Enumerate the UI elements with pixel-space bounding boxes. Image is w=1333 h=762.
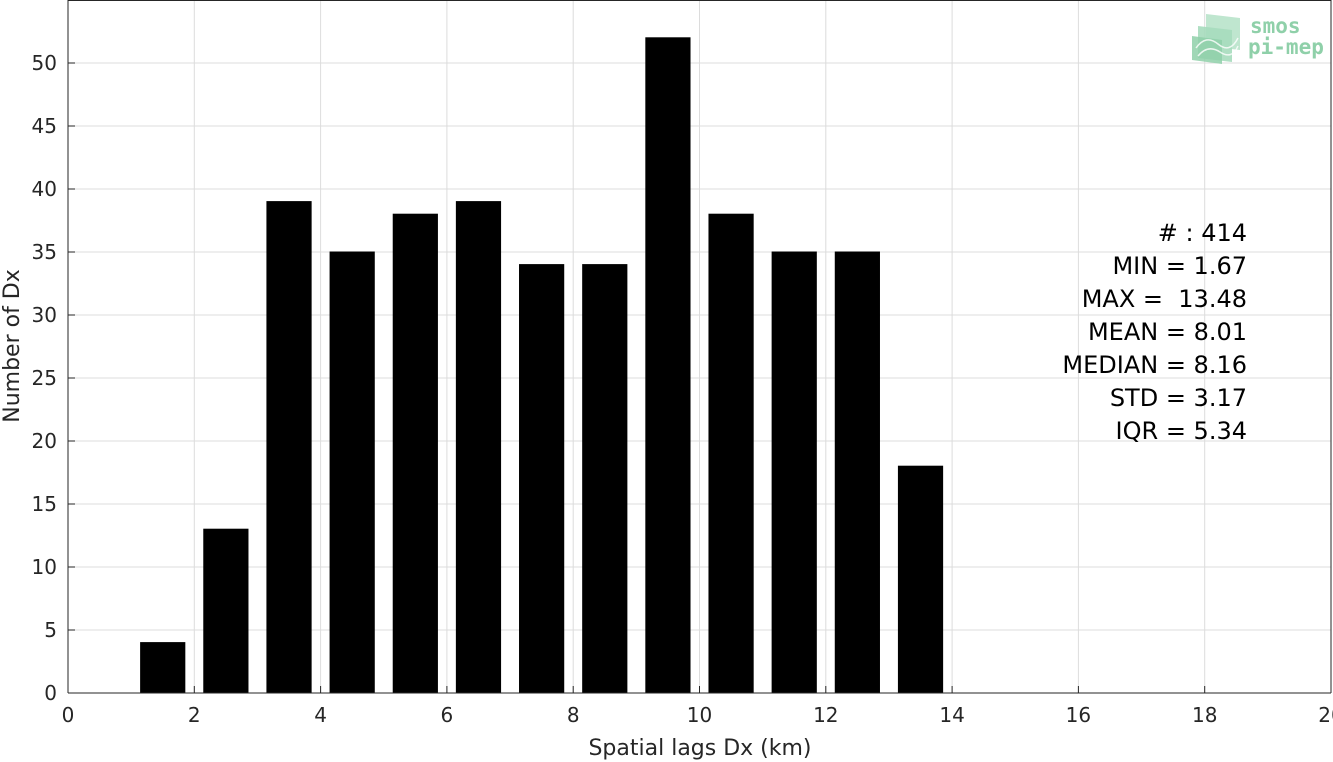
stat-line: IQR = 5.34 <box>1116 417 1247 445</box>
stat-line: MIN = 1.67 <box>1112 252 1247 280</box>
x-tick-label: 6 <box>441 703 454 727</box>
histogram-bar <box>519 264 565 694</box>
histogram-bar <box>329 251 375 694</box>
x-tick-label: 4 <box>314 703 327 727</box>
logo-mark-icon <box>1192 14 1240 64</box>
y-tick-label: 0 <box>44 681 57 705</box>
stat-line: # : 414 <box>1158 219 1247 247</box>
x-axis-title: Spatial lags Dx (km) <box>588 736 811 761</box>
stat-line: MEDIAN = 8.16 <box>1062 351 1247 379</box>
histogram-bar <box>897 465 944 694</box>
x-tick-label: 0 <box>62 703 75 727</box>
y-tick-label: 35 <box>32 240 57 264</box>
stat-line: MEAN = 8.01 <box>1088 318 1247 346</box>
x-ticks: 0 2 4 6 8 10 12 14 16 18 20 <box>62 686 1333 727</box>
grid-lines <box>68 0 1331 693</box>
y-tick-label: 50 <box>32 51 57 75</box>
x-tick-label: 8 <box>567 703 580 727</box>
histogram-bar <box>708 213 754 694</box>
stat-line: STD = 3.17 <box>1110 384 1247 412</box>
histogram-bar <box>392 213 438 694</box>
y-tick-label: 45 <box>32 114 57 138</box>
histogram-bar <box>582 264 628 694</box>
x-tick-label: 12 <box>813 703 838 727</box>
bars <box>140 37 944 694</box>
y-ticks: 0 5 10 15 20 25 30 35 40 45 50 <box>32 51 75 705</box>
x-tick-label: 14 <box>939 703 964 727</box>
x-tick-label: 18 <box>1192 703 1217 727</box>
y-tick-label: 25 <box>32 366 57 390</box>
smos-pimep-logo: smos pi-mep <box>1192 14 1324 64</box>
y-tick-label: 30 <box>32 303 57 327</box>
x-tick-label: 16 <box>1066 703 1091 727</box>
stat-line: MAX = 13.48 <box>1082 285 1247 313</box>
logo-text-smos: smos <box>1250 14 1301 38</box>
y-tick-label: 15 <box>32 492 57 516</box>
histogram-bar <box>203 528 249 694</box>
logo-text-pimep: pi-mep <box>1248 35 1324 59</box>
histogram-bar <box>140 642 186 694</box>
y-tick-label: 10 <box>32 555 57 579</box>
y-tick-label: 5 <box>44 618 57 642</box>
x-tick-label: 2 <box>188 703 201 727</box>
statistics-box: # : 414 MIN = 1.67 MAX = 13.48 MEAN = 8.01 M… <box>1062 219 1247 445</box>
x-tick-label: 10 <box>687 703 712 727</box>
histogram-bar <box>266 201 312 694</box>
y-tick-label: 40 <box>32 177 57 201</box>
y-tick-label: 20 <box>32 429 57 453</box>
histogram-bar <box>455 201 502 694</box>
histogram-bar <box>771 251 817 694</box>
y-axis-title: Number of Dx <box>0 269 25 423</box>
x-tick-label: 20 <box>1318 703 1333 727</box>
histogram-bar <box>834 251 880 694</box>
histogram-bar <box>645 37 691 694</box>
